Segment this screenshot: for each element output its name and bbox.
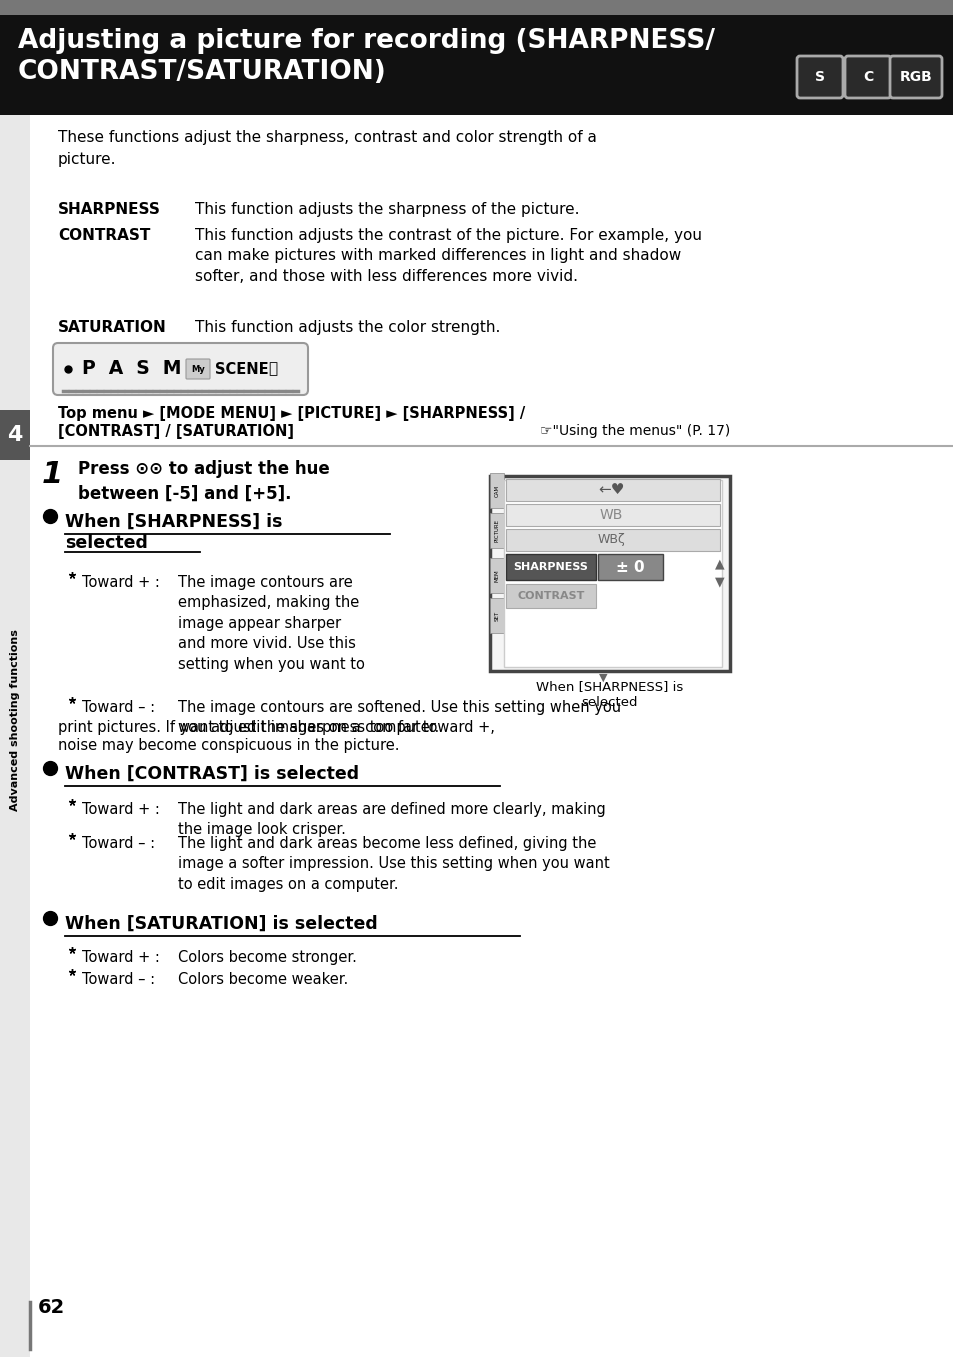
- Text: Colors become weaker.: Colors become weaker.: [178, 972, 348, 987]
- Text: Toward – :: Toward – :: [82, 836, 155, 851]
- Text: ▼: ▼: [598, 673, 607, 683]
- Bar: [490, 598, 503, 632]
- FancyBboxPatch shape: [53, 343, 308, 395]
- Text: ▲: ▲: [715, 558, 724, 570]
- Text: S: S: [814, 71, 824, 84]
- Text: MEM: MEM: [494, 570, 499, 582]
- Bar: [505, 479, 720, 501]
- Text: SHARPNESS: SHARPNESS: [513, 562, 588, 573]
- Text: ←♥: ←♥: [598, 483, 623, 498]
- Text: Toward + :: Toward + :: [82, 950, 160, 965]
- Text: When [CONTRAST] is selected: When [CONTRAST] is selected: [65, 765, 358, 783]
- Text: noise may become conspicuous in the picture.: noise may become conspicuous in the pict…: [58, 738, 399, 753]
- Text: When [SHARPNESS] is: When [SHARPNESS] is: [65, 513, 282, 531]
- Text: WBζ: WBζ: [597, 533, 624, 547]
- Bar: [0, 15, 953, 115]
- Text: The image contours are softened. Use this setting when you
want to edit images o: The image contours are softened. Use thi…: [178, 700, 620, 735]
- Text: CAM: CAM: [494, 484, 499, 497]
- Text: The light and dark areas become less defined, giving the
image a softer impressi: The light and dark areas become less def…: [178, 836, 609, 892]
- Text: 1: 1: [42, 460, 63, 489]
- Text: P  A  S  M: P A S M: [82, 360, 181, 379]
- Text: Toward + :: Toward + :: [82, 802, 160, 817]
- Text: When [SHARPNESS] is: When [SHARPNESS] is: [536, 680, 683, 693]
- Text: When [SATURATION] is selected: When [SATURATION] is selected: [65, 915, 377, 934]
- Text: Toward – :: Toward – :: [82, 700, 155, 715]
- Text: ⛹: ⛹: [268, 361, 276, 376]
- Text: Toward – :: Toward – :: [82, 972, 155, 987]
- Text: SATURATION: SATURATION: [58, 320, 167, 335]
- Text: CONTRAST: CONTRAST: [58, 228, 151, 243]
- Bar: [505, 529, 720, 551]
- Text: Top menu ► [MODE MENU] ► [PICTURE] ► [SHARPNESS] /: Top menu ► [MODE MENU] ► [PICTURE] ► [SH…: [58, 406, 525, 421]
- FancyBboxPatch shape: [844, 56, 890, 98]
- Text: RGB: RGB: [899, 71, 931, 84]
- Text: CONTRAST: CONTRAST: [517, 592, 584, 601]
- Bar: [0, 115, 30, 1357]
- Text: The image contours are
emphasized, making the
image appear sharper
and more vivi: The image contours are emphasized, makin…: [178, 575, 364, 672]
- Bar: [0, 410, 30, 460]
- Text: selected: selected: [65, 535, 148, 552]
- Bar: [490, 513, 503, 548]
- Bar: [505, 554, 596, 579]
- Text: Adjusting a picture for recording (SHARPNESS/
CONTRAST/SATURATION): Adjusting a picture for recording (SHARP…: [18, 28, 714, 85]
- Text: SHARPNESS: SHARPNESS: [58, 202, 161, 217]
- Text: These functions adjust the sharpness, contrast and color strength of a
picture.: These functions adjust the sharpness, co…: [58, 130, 597, 167]
- Text: ☞"Using the menus" (P. 17): ☞"Using the menus" (P. 17): [539, 423, 729, 438]
- Text: SET: SET: [494, 611, 499, 622]
- Bar: [503, 480, 721, 668]
- Text: This function adjusts the sharpness of the picture.: This function adjusts the sharpness of t…: [194, 202, 578, 217]
- Bar: [505, 503, 720, 527]
- Text: Colors become stronger.: Colors become stronger.: [178, 950, 356, 965]
- Text: Press ⊙⊙ to adjust the hue
between [-5] and [+5].: Press ⊙⊙ to adjust the hue between [-5] …: [78, 460, 330, 503]
- Bar: [0, 0, 953, 15]
- Bar: [598, 554, 662, 579]
- Text: C: C: [862, 71, 872, 84]
- Text: The light and dark areas are defined more clearly, making
the image look crisper: The light and dark areas are defined mor…: [178, 802, 605, 837]
- Text: print pictures. If you adjust the sharpness too far toward +,: print pictures. If you adjust the sharpn…: [58, 721, 495, 735]
- Text: 62: 62: [38, 1299, 65, 1318]
- Text: My: My: [191, 365, 205, 373]
- Bar: [490, 558, 503, 593]
- Text: ▼: ▼: [715, 575, 724, 589]
- Text: WB: WB: [598, 508, 622, 522]
- Text: ± 0: ± 0: [615, 559, 643, 574]
- FancyBboxPatch shape: [796, 56, 842, 98]
- Text: This function adjusts the color strength.: This function adjusts the color strength…: [194, 320, 500, 335]
- Text: selected: selected: [581, 696, 638, 708]
- Text: Toward + :: Toward + :: [82, 575, 160, 590]
- Text: Advanced shooting functions: Advanced shooting functions: [10, 630, 20, 811]
- Bar: [490, 474, 503, 508]
- FancyBboxPatch shape: [889, 56, 941, 98]
- Text: PICTURE: PICTURE: [494, 520, 499, 543]
- FancyBboxPatch shape: [186, 360, 210, 379]
- Text: 4: 4: [8, 425, 23, 445]
- Text: This function adjusts the contrast of the picture. For example, you
can make pic: This function adjusts the contrast of th…: [194, 228, 701, 284]
- Bar: [505, 584, 596, 608]
- Bar: [490, 476, 729, 670]
- Text: SCENE: SCENE: [214, 361, 269, 376]
- Text: [CONTRAST] / [SATURATION]: [CONTRAST] / [SATURATION]: [58, 423, 294, 440]
